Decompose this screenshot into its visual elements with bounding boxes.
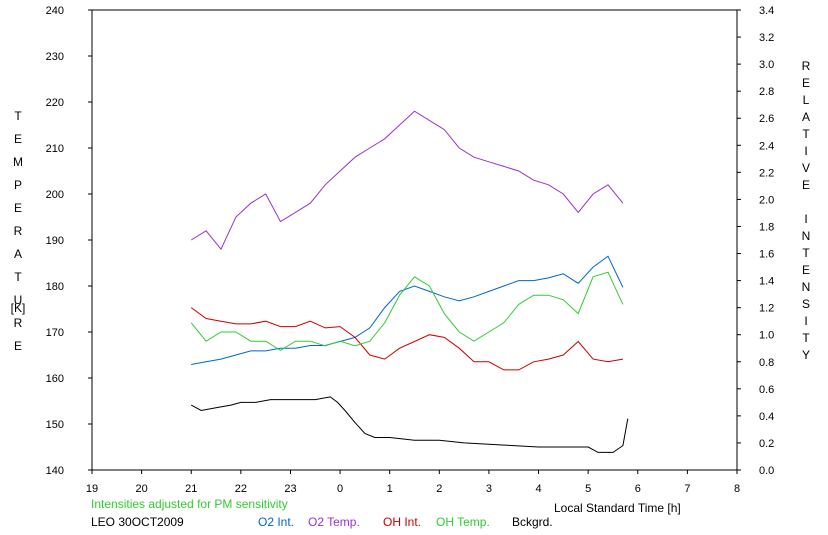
right-tick-label: 2.2 bbox=[759, 167, 774, 179]
left-tick-label: 200 bbox=[46, 189, 64, 201]
right-axis-title-letter: E bbox=[802, 178, 810, 192]
left-tick-label: 230 bbox=[46, 51, 64, 63]
x-axis-label: Local Standard Time [h] bbox=[554, 501, 681, 515]
right-tick-label: 0.6 bbox=[759, 384, 774, 396]
x-tick-label: 19 bbox=[86, 483, 98, 495]
right-axis-title-letter: E bbox=[802, 263, 810, 277]
series-2 bbox=[190, 307, 623, 371]
series-line bbox=[190, 307, 623, 371]
x-tick-label: 8 bbox=[734, 483, 740, 495]
x-tick-label: 2 bbox=[436, 483, 442, 495]
left-tick-label: 240 bbox=[46, 5, 64, 17]
left-axis-title-letter: E bbox=[14, 132, 22, 146]
series-3 bbox=[190, 271, 624, 351]
legend-o2-temp: O2 Temp. bbox=[308, 515, 360, 529]
x-tick-label: 4 bbox=[535, 483, 541, 495]
left-tick-label: 220 bbox=[46, 97, 64, 109]
left-tick-label: 150 bbox=[46, 419, 64, 431]
series-0 bbox=[191, 255, 624, 365]
x-tick-label: 22 bbox=[235, 483, 247, 495]
right-axis-title-letter: S bbox=[802, 297, 810, 311]
right-tick-label: 1.2 bbox=[759, 303, 774, 315]
legend-oh-int: OH Int. bbox=[383, 515, 421, 529]
right-axis-title-letter: T bbox=[802, 127, 810, 141]
right-tick-label: 1.8 bbox=[759, 221, 774, 233]
right-tick-label: 3.0 bbox=[759, 59, 774, 71]
right-axis-title-letter: N bbox=[802, 229, 811, 243]
right-axis-title-letter: V bbox=[802, 161, 810, 175]
series-line bbox=[190, 110, 624, 251]
legend-oh-temp: OH Temp. bbox=[436, 515, 490, 529]
right-axis-title-letter: I bbox=[804, 212, 807, 226]
legend-bckgrd: Bckgrd. bbox=[512, 515, 553, 529]
right-axis-title-letter: R bbox=[802, 59, 811, 73]
right-tick-label: 0.0 bbox=[759, 465, 774, 477]
site-date: LEO 30OCT2009 bbox=[91, 515, 184, 529]
right-axis-ticks: 0.0 0.2 0.4 0.6 0.8 1.0 1.2 1.4 1.6 1.8 2.0 2.2 2.4 2… bbox=[737, 5, 774, 477]
plot-frame bbox=[91, 9, 738, 471]
series-line bbox=[190, 271, 624, 351]
x-tick-label: 5 bbox=[585, 483, 591, 495]
series-1 bbox=[190, 110, 624, 251]
left-axis-title-letter: E bbox=[14, 201, 22, 215]
x-tick-label: 20 bbox=[135, 483, 147, 495]
left-axis-title-letter: R bbox=[14, 316, 23, 330]
series-line bbox=[190, 396, 629, 453]
right-tick-label: 0.2 bbox=[759, 438, 774, 450]
right-axis-title-letter: E bbox=[802, 76, 810, 90]
series-line bbox=[191, 255, 624, 365]
legend-o2-int: O2 Int. bbox=[258, 515, 294, 529]
note-text: Intensities adjusted for PM sensitivity bbox=[91, 497, 288, 511]
left-tick-label: 190 bbox=[46, 235, 64, 247]
right-tick-label: 1.0 bbox=[759, 330, 774, 342]
left-axis-title-letter: P bbox=[14, 178, 22, 192]
right-tick-label: 0.8 bbox=[759, 357, 774, 369]
left-axis-ticks: 140 150 160 170 180 190 200 210 220 230 240 bbox=[46, 5, 92, 477]
right-tick-label: 2.8 bbox=[759, 86, 774, 98]
right-axis-title-letter: I bbox=[804, 314, 807, 328]
right-tick-label: 2.6 bbox=[759, 113, 774, 125]
right-tick-label: 1.6 bbox=[759, 249, 774, 261]
x-tick-label: 23 bbox=[284, 483, 296, 495]
right-tick-label: 2.0 bbox=[759, 194, 774, 206]
right-axis-title-letter: N bbox=[802, 280, 811, 294]
left-tick-label: 140 bbox=[46, 465, 64, 477]
right-tick-label: 2.4 bbox=[759, 140, 774, 152]
left-tick-label: 160 bbox=[46, 373, 64, 385]
x-tick-label: 6 bbox=[635, 483, 641, 495]
series-4 bbox=[190, 396, 629, 453]
left-tick-label: 210 bbox=[46, 143, 64, 155]
x-tick-label: 3 bbox=[486, 483, 492, 495]
right-axis-title-letter: T bbox=[802, 331, 810, 345]
right-axis-title-letter: T bbox=[802, 246, 810, 260]
left-axis-title-letter: M bbox=[13, 155, 23, 169]
x-tick-label: 1 bbox=[387, 483, 393, 495]
left-axis-title-letter: T bbox=[14, 109, 22, 123]
series-layer bbox=[190, 110, 629, 453]
right-tick-label: 0.4 bbox=[759, 411, 774, 423]
left-axis-title-letter: A bbox=[14, 247, 22, 261]
right-tick-label: 3.2 bbox=[759, 32, 774, 44]
left-tick-label: 180 bbox=[46, 281, 64, 293]
left-tick-label: 170 bbox=[46, 327, 64, 339]
right-axis-title-letter: Y bbox=[802, 348, 810, 362]
left-axis-title-letter: E bbox=[14, 339, 22, 353]
x-tick-label: 21 bbox=[185, 483, 197, 495]
x-tick-label: 0 bbox=[337, 483, 343, 495]
right-tick-label: 1.4 bbox=[759, 276, 774, 288]
x-axis-ticks: 19 20 21 22 23 0 1 2 3 4 5 6 7 8 bbox=[86, 470, 740, 495]
x-tick-label: 7 bbox=[684, 483, 690, 495]
left-axis-title-letter: R bbox=[14, 224, 23, 238]
right-tick-label: 3.4 bbox=[759, 5, 774, 17]
right-axis-title-letter: A bbox=[802, 110, 810, 124]
right-axis-title-letter: I bbox=[804, 144, 807, 158]
left-axis-title-letter: U bbox=[14, 293, 23, 307]
left-axis-unit: [K] bbox=[11, 301, 26, 315]
right-axis-title-letter: L bbox=[803, 93, 810, 107]
left-axis-title-letter: T bbox=[14, 270, 22, 284]
